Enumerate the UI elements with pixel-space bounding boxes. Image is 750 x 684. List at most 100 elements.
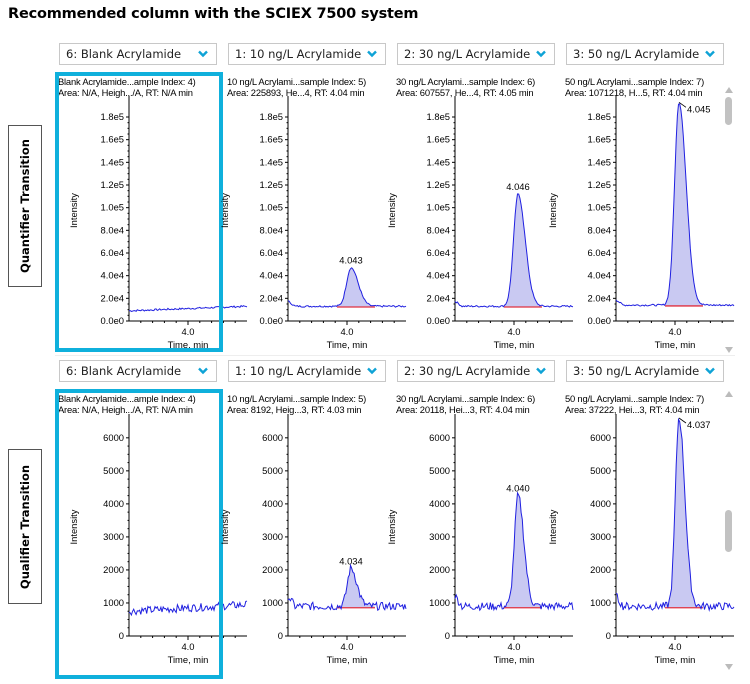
peak-label-leader	[678, 417, 687, 424]
sample-info-area: Area: 37222, Hei...3, RT: 4.04 min	[565, 404, 700, 415]
sample-info-area: Area: 1071218, H...5, RT: 4.04 min	[565, 87, 703, 98]
scroll-down-arrow-icon[interactable]	[725, 664, 733, 670]
y-tick-label: 2000	[590, 564, 611, 575]
chevron-down-icon[interactable]	[367, 367, 377, 375]
y-tick-label: 4000	[103, 498, 124, 509]
sample-info-area: Area: 607557, He...4, RT: 4.05 min	[396, 87, 534, 98]
y-tick-label: 8.0e4	[427, 224, 450, 235]
y-tick-label: 0.0e0	[588, 315, 611, 326]
sample-info-name: 30 ng/L Acrylami...sample Index: 6)	[396, 393, 536, 404]
sample-dropdown[interactable]: 1: 10 ng/L Acrylamide	[228, 43, 386, 65]
sample-info: 50 ng/L Acrylami...sample Index: 7) Area:…	[565, 393, 704, 415]
chevron-down-icon[interactable]	[536, 50, 546, 58]
y-axis-label: Intensity	[547, 193, 558, 228]
peak-area-fill	[665, 419, 703, 609]
peak-area-fill	[665, 103, 703, 306]
x-axis-label: Time, min	[168, 654, 209, 665]
sample-dropdown[interactable]: 2: 30 ng/L Acrylamide	[397, 43, 555, 65]
peak-rt-label: 4.045	[687, 103, 710, 114]
y-tick-label: 5000	[590, 465, 611, 476]
chromatogram-chart[interactable]: Intensity 0 1000 2000 3000 4000 5000 6000 4.0 Tim…	[219, 408, 407, 671]
y-tick-label: 0	[606, 630, 611, 641]
y-tick-label: 0.0e0	[101, 315, 124, 326]
y-tick-label: 0.0e0	[260, 315, 283, 326]
y-axis-label: Intensity	[68, 193, 79, 228]
y-tick-label: 4.0e4	[427, 270, 450, 281]
x-tick-label: 4.0	[668, 326, 681, 337]
y-tick-label: 1.6e5	[427, 134, 450, 145]
x-axis-label: Time, min	[327, 654, 368, 665]
x-tick-label: 4.0	[340, 641, 353, 652]
y-tick-label: 2.0e4	[101, 292, 124, 303]
chevron-down-icon[interactable]	[705, 367, 715, 375]
sample-info: 30 ng/L Acrylami...sample Index: 6) Area:…	[396, 393, 535, 415]
y-tick-label: 0	[445, 630, 450, 641]
y-tick-label: 1.8e5	[427, 111, 450, 122]
sample-info-area: Area: N/A, Heigh.../A, RT: N/A min	[58, 404, 193, 415]
scroll-up-arrow-icon[interactable]	[725, 391, 733, 397]
sample-dropdown-value: 3: 50 ng/L Acrylamide	[573, 47, 700, 61]
chromatogram-chart[interactable]: Intensity 0.0e0 2.0e4 4.0e4 6.0e4 8.0e4 1.0e5 1…	[386, 90, 574, 355]
scrollbar-thumb-bottom[interactable]	[725, 510, 732, 552]
chevron-down-icon[interactable]	[198, 50, 208, 58]
y-axis-label: Intensity	[219, 509, 230, 544]
sample-info: 30 ng/L Acrylami...sample Index: 6) Area:…	[396, 76, 535, 98]
x-tick-label: 4.0	[668, 641, 681, 652]
chromatogram-chart[interactable]: Intensity 0.0e0 2.0e4 4.0e4 6.0e4 8.0e4 1.0e5 1…	[547, 90, 735, 355]
y-tick-label: 1.4e5	[588, 156, 611, 167]
y-tick-label: 5000	[262, 465, 283, 476]
y-tick-label: 1.2e5	[260, 179, 283, 190]
scroll-up-arrow-icon[interactable]	[725, 87, 733, 93]
sample-dropdown-value: 2: 30 ng/L Acrylamide	[404, 364, 531, 378]
y-tick-label: 5000	[429, 465, 450, 476]
chevron-down-icon[interactable]	[198, 367, 208, 375]
chromatogram-chart[interactable]: Intensity 0.0e0 2.0e4 4.0e4 6.0e4 8.0e4 1.0e5 1…	[59, 90, 248, 355]
chromatogram-chart[interactable]: Intensity 0 1000 2000 3000 4000 5000 6000 4.0 Tim…	[386, 408, 574, 671]
y-tick-label: 0	[119, 630, 124, 641]
y-tick-label: 1000	[429, 597, 450, 608]
sample-dropdown[interactable]: 2: 30 ng/L Acrylamide	[397, 360, 555, 382]
peak-label-leader	[678, 101, 687, 108]
y-axis-label: Intensity	[547, 509, 558, 544]
y-tick-label: 1000	[590, 597, 611, 608]
quantifier-transition-label: Quantifier Transition	[8, 125, 42, 287]
peak-area-fill	[504, 193, 542, 308]
quantifier-transition-text: Quantifier Transition	[18, 139, 32, 273]
x-axis-label: Time, min	[655, 339, 696, 350]
x-axis-label: Time, min	[168, 339, 209, 350]
y-tick-label: 4000	[429, 498, 450, 509]
peak-area-fill	[337, 267, 375, 308]
peak-rt-label: 4.046	[506, 181, 529, 192]
chromatogram-chart[interactable]: Intensity 0 1000 2000 3000 4000 5000 6000 4.0 Tim…	[59, 408, 248, 671]
scrollbar-thumb-top[interactable]	[725, 97, 732, 125]
sample-dropdown[interactable]: 6: Blank Acrylamide	[59, 360, 217, 382]
y-tick-label: 4.0e4	[101, 270, 124, 281]
chromatogram-chart[interactable]: Intensity 0.0e0 2.0e4 4.0e4 6.0e4 8.0e4 1.0e5 1…	[219, 90, 407, 355]
sample-dropdown[interactable]: 3: 50 ng/L Acrylamide	[566, 360, 724, 382]
sample-dropdown[interactable]: 1: 10 ng/L Acrylamide	[228, 360, 386, 382]
page-title: Recommended column with the SCIEX 7500 s…	[8, 6, 419, 22]
chevron-down-icon[interactable]	[705, 50, 715, 58]
y-tick-label: 1.2e5	[427, 179, 450, 190]
sample-dropdown[interactable]: 6: Blank Acrylamide	[59, 43, 217, 65]
scroll-down-arrow-icon[interactable]	[725, 347, 733, 353]
sample-info-name: Blank Acrylamide...ample Index: 4)	[58, 393, 196, 404]
chromatogram-trace	[454, 193, 574, 308]
sample-dropdown-value: 3: 50 ng/L Acrylamide	[573, 364, 700, 378]
sample-info: 10 ng/L Acrylami...sample Index: 5) Area:…	[227, 76, 366, 98]
sample-info-name: Blank Acrylamide...ample Index: 4)	[58, 76, 196, 87]
y-tick-label: 1.2e5	[588, 179, 611, 190]
chevron-down-icon[interactable]	[536, 367, 546, 375]
y-tick-label: 1000	[103, 597, 124, 608]
sample-dropdown[interactable]: 3: 50 ng/L Acrylamide	[566, 43, 724, 65]
y-tick-label: 2000	[103, 564, 124, 575]
y-tick-label: 3000	[262, 531, 283, 542]
chevron-down-icon[interactable]	[367, 50, 377, 58]
x-tick-label: 4.0	[507, 326, 520, 337]
y-axis-label: Intensity	[386, 193, 397, 228]
chromatogram-trace	[287, 563, 407, 612]
y-tick-label: 1.4e5	[101, 156, 124, 167]
chromatogram-chart[interactable]: Intensity 0 1000 2000 3000 4000 5000 6000 4.0 Tim…	[547, 408, 735, 671]
peak-area-fill	[337, 565, 375, 609]
x-axis-label: Time, min	[494, 654, 535, 665]
